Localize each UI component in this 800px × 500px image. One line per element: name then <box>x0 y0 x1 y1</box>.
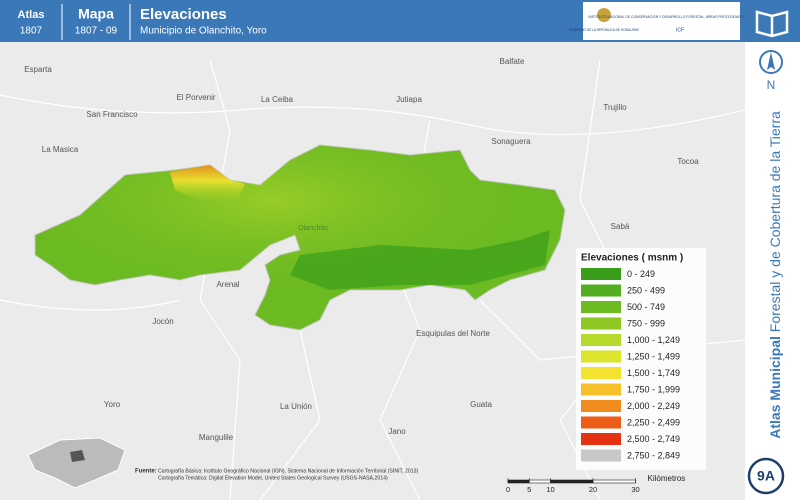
logo-text: ICF <box>676 27 684 33</box>
legend-swatch <box>581 301 621 313</box>
legend-label: 1,500 - 1,749 <box>627 368 680 378</box>
legend-label: 1,000 - 1,249 <box>627 335 680 345</box>
place-label: Jutiapa <box>396 95 422 104</box>
scale-tick-label: 30 <box>631 485 639 494</box>
legend-label: 500 - 749 <box>627 302 665 312</box>
legend-label: 1,750 - 1,999 <box>627 384 680 394</box>
side-rest: Forestal y de Cobertura de la Tierra <box>767 111 783 332</box>
place-label: San Francisco <box>86 110 138 119</box>
atlas-label: Atlas <box>18 9 45 21</box>
legend-label: 0 - 249 <box>627 269 655 279</box>
source-line: Cartografía Básica: Instituto Geográfico… <box>158 468 419 474</box>
inset-highlight <box>70 450 85 462</box>
scale-unit: Kilómetros <box>648 474 686 483</box>
coat-of-arms <box>597 8 611 22</box>
place-label: La Unión <box>280 402 312 411</box>
logo-text: GOBIERNO DE LA REPÚBLICA DE HONDURAS <box>569 27 639 32</box>
inset-map <box>27 437 126 489</box>
place-label: Jano <box>388 427 406 436</box>
source-label: Fuente: <box>135 469 157 475</box>
scale-segment <box>507 479 530 484</box>
place-label: Trujillo <box>603 103 627 112</box>
scale-bar: 0 5 10 20 30 Kilómetros <box>506 474 685 494</box>
scale-tick-label: 10 <box>546 485 554 494</box>
scale-segment <box>528 479 551 484</box>
scale-tick-label: 20 <box>589 485 597 494</box>
legend-swatch <box>581 400 621 412</box>
high-ridge <box>170 165 245 205</box>
scale-segment <box>550 479 594 484</box>
legend-swatch <box>581 416 621 429</box>
legend-swatch <box>581 433 621 445</box>
legend-title: Elevaciones ( msnm ) <box>581 253 683 264</box>
place-label: La Ceiba <box>261 95 294 104</box>
side-bold: Atlas Municipal <box>767 336 783 439</box>
place-label: Balfate <box>500 57 525 66</box>
place-label: Sabá <box>611 222 630 231</box>
mapa-code: 1807 - 09 <box>75 26 118 37</box>
place-label: Guata <box>470 400 492 409</box>
place-label: La Masica <box>42 145 79 154</box>
legend-swatch <box>581 383 621 396</box>
scale-tick-label: 0 <box>506 485 510 494</box>
legend-label: 1,250 - 1,499 <box>627 351 680 361</box>
scale-segment <box>592 479 636 484</box>
place-label: Arenal <box>216 280 239 289</box>
place-label: Jocón <box>152 317 173 326</box>
legend-swatch <box>581 449 621 462</box>
legend-swatch <box>581 268 621 280</box>
place-label: Tocoa <box>677 157 699 166</box>
legend-swatch <box>581 284 621 297</box>
place-label: Yoro <box>104 400 121 409</box>
book-icon <box>755 10 789 38</box>
logo-box <box>583 2 740 40</box>
place-label: Olanchito <box>298 225 328 232</box>
legend-label: 2,250 - 2,499 <box>627 417 680 427</box>
legend-label: 250 - 499 <box>627 285 665 295</box>
legend-label: 750 - 999 <box>627 318 665 328</box>
mapa-label: Mapa <box>78 6 114 22</box>
place-label: Sonaguera <box>491 137 531 146</box>
legend-swatch <box>581 334 621 346</box>
place-label: Esquipulas del Norte <box>416 329 490 338</box>
north-arrow <box>767 52 775 70</box>
map-title: Elevaciones <box>140 6 227 23</box>
place-label: Esparta <box>24 65 52 74</box>
badge <box>747 457 785 495</box>
badge-label: 9A <box>757 468 775 484</box>
legend-label: 2,750 - 2,849 <box>627 450 680 460</box>
logo-text: INSTITUTO NACIONAL DE CONSERVACIÓN Y DES… <box>588 14 772 19</box>
legend-swatch <box>581 350 621 363</box>
atlas-code: 1807 <box>20 26 43 37</box>
scale-tick-label: 5 <box>527 485 531 494</box>
place-label: Mangulile <box>199 433 234 442</box>
legend-swatch <box>581 317 621 330</box>
map-subtitle: Municipio de Olanchito, Yoro <box>140 26 267 37</box>
place-label: El Porvenir <box>176 93 215 102</box>
place-labels: Esparta San Francisco El Porvenir La Cei… <box>24 57 699 442</box>
legend-label: 2,500 - 2,749 <box>627 434 680 444</box>
legend: Elevaciones ( msnm ) 0 - 249 250 - 499 500… <box>576 248 706 470</box>
legend-label: 2,000 - 2,249 <box>627 401 680 411</box>
legend-swatch <box>581 367 621 379</box>
source-line: Cartografía Temática: Digital Elevation … <box>158 475 388 481</box>
lowland-valley <box>290 230 550 290</box>
north-circle <box>759 50 783 74</box>
atlas-side-title: Atlas Municipal Forestal y de Cobertura … <box>767 111 783 439</box>
north-label: N <box>767 78 776 92</box>
